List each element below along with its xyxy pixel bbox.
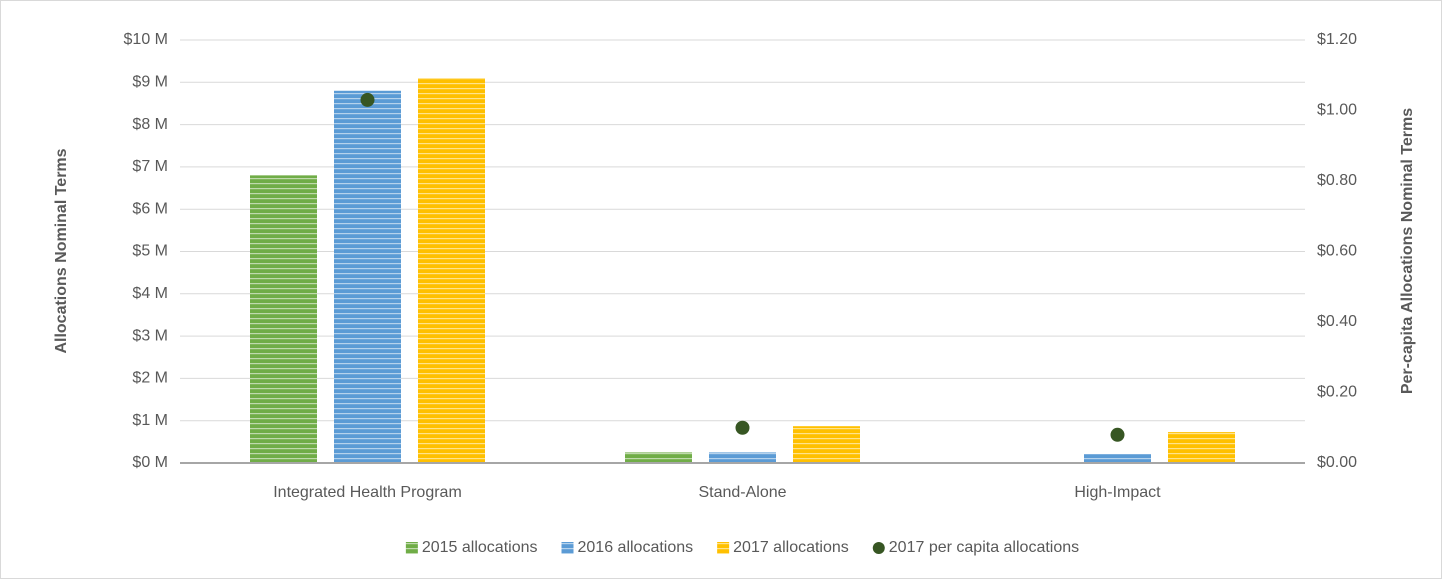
- x-tick-label: Stand-Alone: [698, 484, 786, 501]
- bar: [334, 90, 401, 463]
- y-tick-label: $7 M: [132, 158, 168, 175]
- legend-label: 2015 allocations: [422, 539, 538, 556]
- bar: [625, 452, 692, 463]
- y2-axis-title: Per-capita Allocations Nominal Terms: [1399, 108, 1416, 394]
- y2-tick-label: $1.00: [1317, 102, 1357, 119]
- y2-tick-label: $0.80: [1317, 172, 1357, 189]
- bar: [709, 452, 776, 463]
- scatter-point: [360, 92, 375, 107]
- bar: [418, 78, 485, 463]
- scatter-point: [735, 420, 750, 435]
- legend: 2015 allocations 2016 allocations 2017 all…: [405, 539, 1079, 556]
- y2-tick-label: $1.20: [1317, 31, 1357, 48]
- legend-label: 2017 per capita allocations: [889, 539, 1079, 556]
- y2-tick-label: $0.20: [1317, 384, 1357, 401]
- y-tick-label: $10 M: [124, 31, 168, 48]
- legend-label: 2016 allocations: [578, 539, 694, 556]
- bar: [1084, 454, 1151, 463]
- y-tick-label: $8 M: [132, 116, 168, 133]
- y2-tick-label: $0.00: [1317, 454, 1357, 471]
- x-tick-label: High-Impact: [1074, 484, 1161, 501]
- y2-tick-label: $0.40: [1317, 313, 1357, 330]
- y-tick-label: $2 M: [132, 370, 168, 387]
- legend-label: 2017 allocations: [733, 539, 849, 556]
- bar: [250, 175, 317, 464]
- bar: [793, 426, 860, 463]
- legend-marker: [405, 542, 418, 554]
- legend-marker: [561, 542, 574, 554]
- y-tick-label: $0 M: [132, 454, 168, 471]
- legend-marker: [872, 542, 885, 554]
- y-tick-label: $5 M: [132, 243, 168, 260]
- scatter-point: [1110, 427, 1125, 442]
- y-tick-label: $9 M: [132, 74, 168, 91]
- y-axis-title: Allocations Nominal Terms: [53, 148, 70, 353]
- y-tick-label: $1 M: [132, 412, 168, 429]
- y2-tick-label: $0.60: [1317, 243, 1357, 260]
- y-tick-label: $4 M: [132, 285, 168, 302]
- y-tick-label: $6 M: [132, 200, 168, 217]
- bar: [1168, 432, 1235, 463]
- legend-marker: [717, 542, 730, 554]
- y-tick-label: $3 M: [132, 327, 168, 344]
- x-tick-label: Integrated Health Program: [273, 484, 462, 501]
